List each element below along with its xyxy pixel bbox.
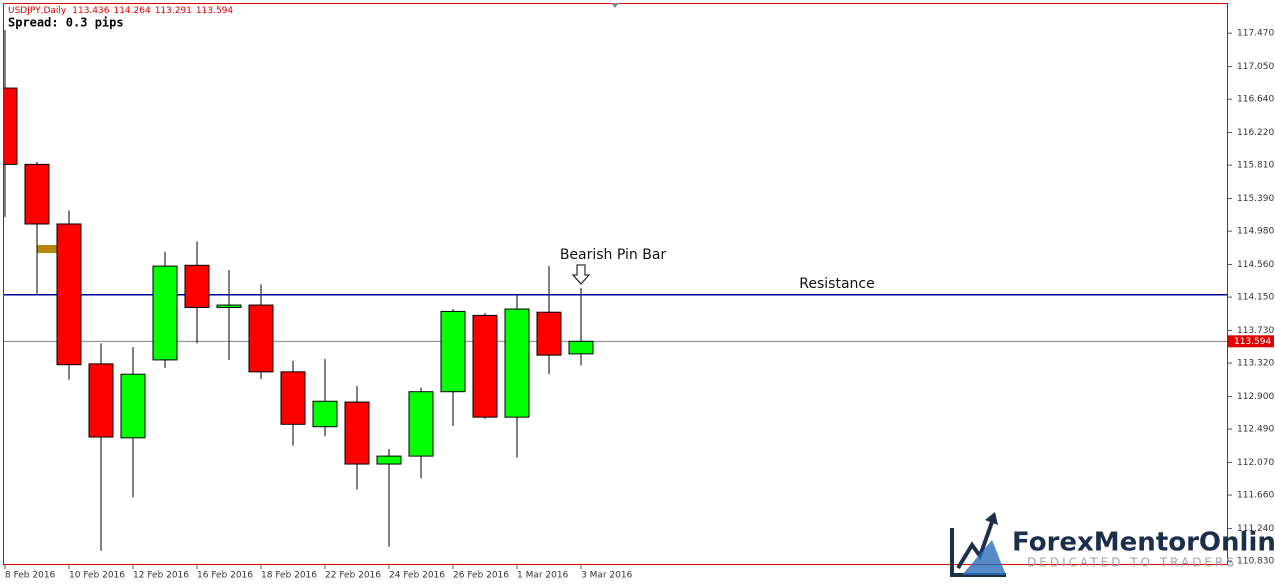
x-tick-label: 12 Feb 2016 [133, 571, 189, 581]
candle-body [280, 371, 306, 425]
y-tick-label: 114.150 [1237, 293, 1274, 303]
x-tick-label: 3 Mar 2016 [581, 571, 633, 581]
candle-body [472, 314, 498, 418]
resistance-label: Resistance [799, 276, 874, 292]
y-tick-label: 117.470 [1237, 29, 1274, 39]
candle-body [440, 310, 466, 393]
logo-arrow [985, 512, 998, 525]
header-close: 113.594 [196, 6, 233, 16]
x-tick-label: 10 Feb 2016 [69, 571, 125, 581]
candle-body [312, 400, 338, 428]
candle-body [536, 311, 562, 356]
candle-body [56, 223, 82, 366]
header-high: 114.264 [113, 6, 150, 16]
logo-line [956, 521, 994, 570]
annotation: Bearish Pin Bar [560, 247, 667, 263]
candle-body [88, 363, 114, 438]
scroll-marker [611, 3, 619, 8]
y-tick-label: 112.070 [1237, 458, 1274, 468]
y-tick-label: 113.320 [1237, 359, 1274, 369]
y-tick-label: 115.810 [1237, 161, 1274, 171]
y-tick-label: 111.240 [1237, 524, 1274, 534]
annotation-arrow [571, 264, 591, 285]
plot [4, 30, 1227, 551]
candle-body [344, 401, 370, 465]
price-label: 113.594 [1234, 337, 1271, 347]
y-tick-label: 112.900 [1237, 392, 1274, 402]
y-tick-label: 116.640 [1237, 95, 1274, 105]
candle-body [24, 163, 50, 225]
candle-body [184, 264, 210, 308]
y-tick-label: 116.220 [1237, 128, 1274, 138]
y-tick-label: 117.050 [1237, 62, 1274, 72]
logo-name: ForexMentorOnline [1012, 528, 1275, 558]
y-tick-label: 111.660 [1237, 491, 1274, 501]
candle-body [568, 340, 594, 355]
y-tick-label: 110.830 [1237, 557, 1274, 567]
header: USDJPY,Daily 113.436 114.264 113.291 113.594 [8, 6, 233, 16]
x-tick-label: 24 Feb 2016 [389, 571, 445, 581]
candle-body [504, 308, 530, 418]
y-tick-label: 115.390 [1237, 194, 1274, 204]
watermark: ForexMentorOnline DEDICATED TO TRADERS [950, 512, 1275, 577]
x-tick-label: 16 Feb 2016 [197, 571, 253, 581]
y-tick-label: 112.490 [1237, 425, 1274, 435]
symbol: USDJPY,Daily [8, 6, 67, 16]
spread: Spread: 0.3 pips [8, 16, 124, 30]
candle-body [152, 265, 178, 361]
candle-body [216, 304, 242, 308]
price-label-box [1228, 335, 1274, 348]
logo-shape [962, 540, 1006, 575]
x-tick-label: 1 Mar 2016 [517, 571, 569, 581]
x-tick-label: 26 Feb 2016 [453, 571, 509, 581]
x-tick-label: 8 Feb 2016 [5, 571, 56, 581]
x-tick-label: 18 Feb 2016 [261, 571, 317, 581]
logo-tagline: DEDICATED TO TRADERS [1027, 556, 1237, 570]
candle-body [408, 391, 434, 457]
candle-body [248, 304, 274, 373]
header-open: 113.436 [72, 6, 109, 16]
y-tick-label: 113.730 [1237, 326, 1274, 336]
candle-body [376, 455, 402, 465]
header-low: 113.291 [155, 6, 192, 16]
candle-body [120, 373, 146, 439]
y-tick-label: 114.980 [1237, 227, 1274, 237]
y-tick-label: 114.560 [1237, 260, 1274, 270]
marker-artifact [37, 245, 57, 253]
candle-body [4, 87, 18, 165]
x-tick-label: 22 Feb 2016 [325, 571, 381, 581]
